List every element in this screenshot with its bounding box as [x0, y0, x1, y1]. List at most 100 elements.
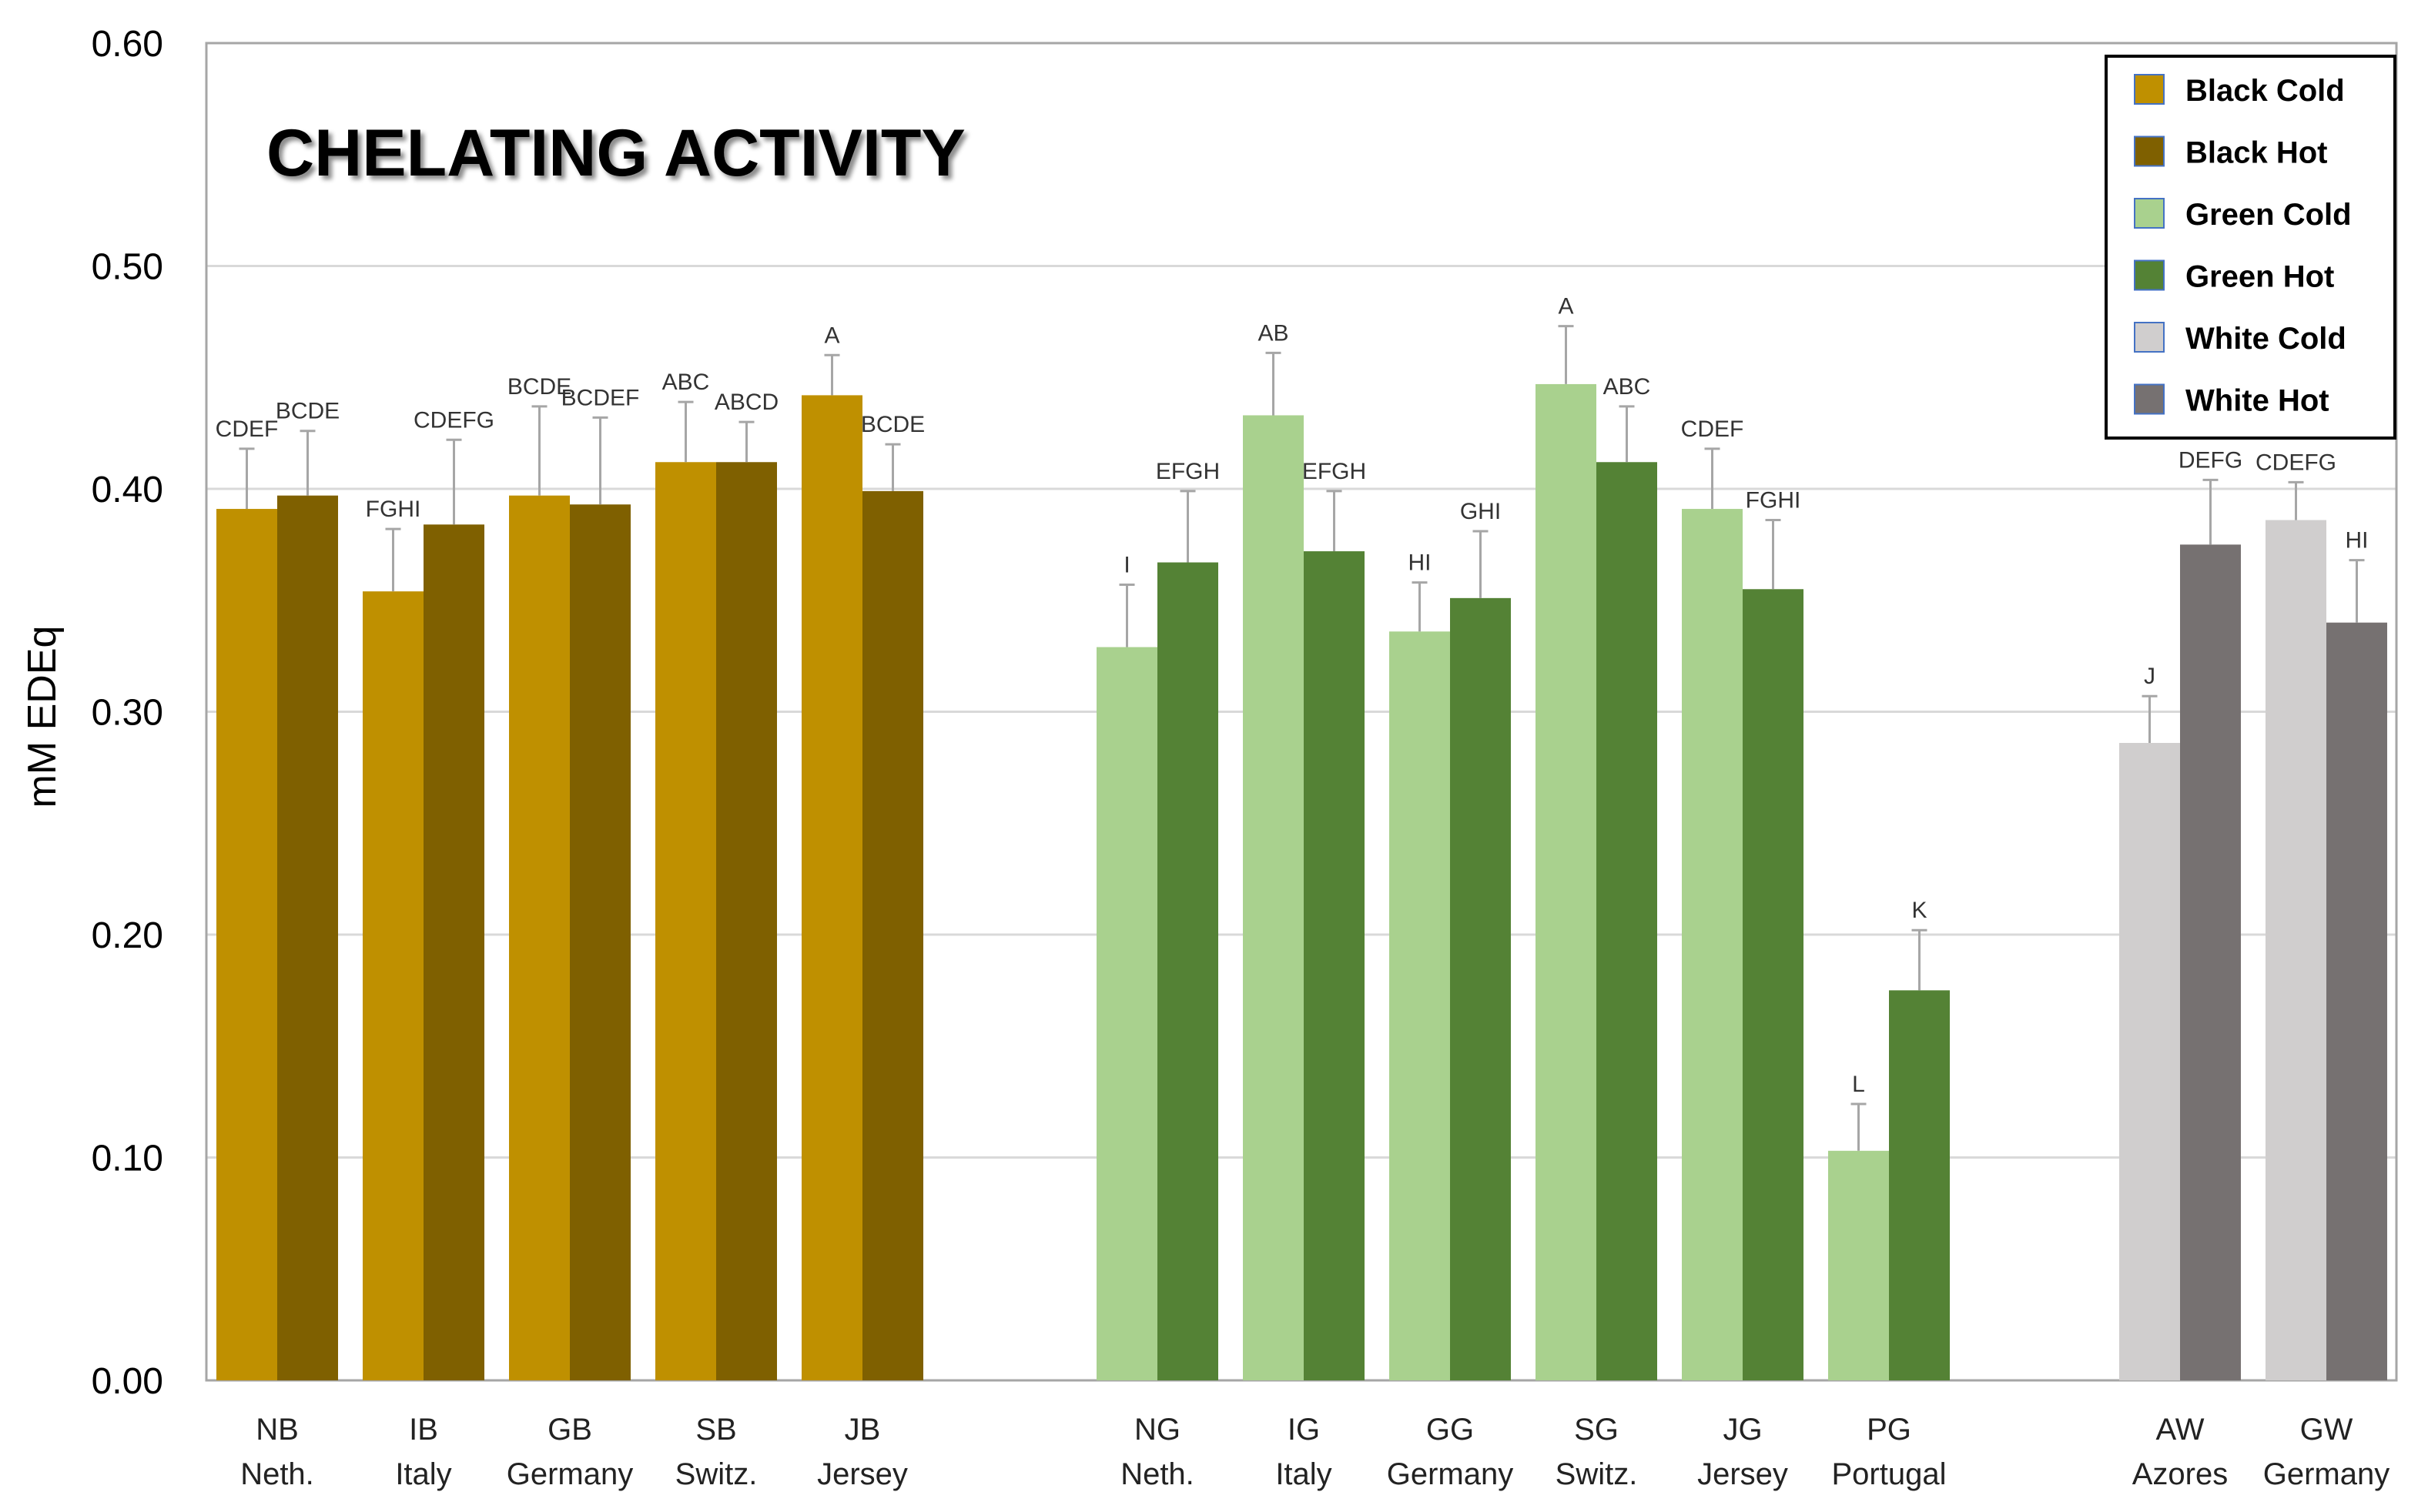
legend-box [2105, 55, 2396, 440]
legend-swatch-white-hot [2134, 383, 2165, 415]
bar-ib-black-cold [363, 591, 424, 1381]
x-category-code: SG [1574, 1413, 1619, 1447]
bar-jg-green-cold [1682, 509, 1743, 1381]
legend-swatch-white-cold [2134, 322, 2165, 353]
bar-aw-white-hot [2180, 544, 2241, 1380]
y-tick-label: 0.40 [92, 470, 163, 510]
significance-label: ABC [1603, 374, 1651, 400]
x-category-code: SB [695, 1413, 736, 1447]
x-category-code: AW [2156, 1413, 2205, 1447]
significance-label: HI [1408, 550, 1432, 576]
significance-label: BCDE [276, 399, 340, 424]
x-category-code: GG [1426, 1413, 1474, 1447]
x-category-code: GB [548, 1413, 592, 1447]
x-category-origin: Azores [2132, 1457, 2229, 1491]
legend-label: White Cold [2185, 322, 2346, 356]
bar-jb-black-hot [862, 490, 923, 1380]
x-category-origin: Switz. [1556, 1457, 1638, 1491]
significance-label: CDEFG [414, 407, 494, 433]
bar-ig-green-hot [1304, 551, 1365, 1380]
significance-label: K [1911, 898, 1927, 923]
legend-label: Green Cold [2185, 198, 2352, 232]
x-category-origin: Italy [1275, 1457, 1331, 1491]
y-axis-ticks: 0.00 0.10 0.20 0.30 0.40 0.50 0.60 [92, 24, 163, 1402]
x-category-code: IG [1288, 1413, 1320, 1447]
significance-label: HI [2346, 528, 2369, 554]
legend-label: Black Cold [2185, 74, 2345, 108]
significance-label: A [1558, 294, 1573, 319]
x-category-code: JG [1723, 1413, 1762, 1447]
x-category-code: NG [1134, 1413, 1181, 1447]
significance-label: I [1124, 552, 1130, 577]
bar-sg-green-hot [1596, 462, 1657, 1380]
bar-gw-white-cold [2266, 520, 2326, 1380]
significance-label: L [1852, 1072, 1865, 1097]
x-category-origin: Jersey [817, 1457, 908, 1491]
significance-label: BCDE [507, 374, 571, 400]
bar-pg-green-hot [1889, 990, 1950, 1380]
x-category-origin: Jersey [1697, 1457, 1788, 1491]
error-bars [239, 325, 2365, 1151]
legend-label: White Hot [2185, 384, 2329, 418]
x-category-code: GW [2300, 1413, 2353, 1447]
x-category-origin: Germany [1387, 1457, 1514, 1491]
significance-label: CDEF [1681, 416, 1744, 442]
y-axis-title: mM EDEq [20, 626, 65, 808]
y-tick-label: 0.30 [92, 693, 163, 734]
bar-gg-green-cold [1389, 631, 1450, 1380]
chart-title: CHELATING ACTIVITY [266, 116, 966, 190]
x-category-origin: Neth. [240, 1457, 314, 1491]
significance-label: FGHI [366, 497, 421, 522]
y-tick-label: 0.00 [92, 1361, 163, 1402]
bar-sb-black-cold [655, 462, 716, 1380]
x-category-origin: Germany [507, 1457, 634, 1491]
significance-label: BCDEF [561, 385, 640, 410]
legend-swatch-black-cold [2134, 74, 2165, 105]
bar-pg-green-cold [1828, 1150, 1889, 1380]
bar-nb-black-cold [216, 509, 277, 1381]
x-category-origin: Germany [2263, 1457, 2390, 1491]
bar-ib-black-hot [424, 524, 484, 1380]
x-category-origin: Portugal [1832, 1457, 1947, 1491]
significance-label: DEFG [2179, 447, 2242, 473]
bar-gb-black-hot [570, 504, 631, 1380]
bars [216, 383, 2387, 1381]
bar-jb-black-cold [802, 395, 862, 1381]
legend-swatch-green-cold [2134, 198, 2165, 229]
bar-ig-green-cold [1243, 415, 1304, 1380]
x-category-code: IB [409, 1413, 438, 1447]
bar-gg-green-hot [1450, 597, 1511, 1380]
significance-label: EFGH [1302, 459, 1366, 484]
bar-ng-green-hot [1157, 562, 1218, 1381]
x-category-origin: Italy [395, 1457, 451, 1491]
significance-label: EFGH [1156, 459, 1220, 484]
bar-gb-black-cold [509, 495, 570, 1380]
bar-gw-white-hot [2326, 622, 2387, 1380]
significance-label: ABC [662, 370, 710, 395]
significance-label: J [2144, 664, 2155, 689]
bar-ng-green-cold [1097, 647, 1157, 1380]
significance-label: FGHI [1746, 488, 1801, 513]
legend-label: Black Hot [2185, 136, 2328, 170]
significance-label: GHI [1460, 499, 1501, 524]
significance-label: BCDE [861, 412, 925, 437]
y-tick-label: 0.60 [92, 24, 163, 65]
significance-label: CDEFG [2256, 450, 2336, 475]
bar-sg-green-cold [1536, 383, 1596, 1380]
bar-jg-green-hot [1743, 589, 1803, 1380]
x-category-code: NB [256, 1413, 299, 1447]
x-category-code: JB [845, 1413, 881, 1447]
bar-aw-white-cold [2119, 743, 2180, 1380]
significance-label: ABCD [715, 390, 779, 415]
y-tick-label: 0.20 [92, 915, 163, 956]
x-category-code: PG [1867, 1413, 1911, 1447]
significance-label: CDEF [216, 416, 279, 442]
bar-nb-black-hot [277, 495, 338, 1380]
y-tick-label: 0.50 [92, 247, 163, 288]
legend: Black Cold Black Hot Green Cold Green Hot Wh… [2105, 55, 2396, 440]
significance-label: A [824, 323, 839, 348]
significance-label: AB [1258, 320, 1288, 346]
legend-swatch-green-hot [2134, 259, 2165, 291]
y-tick-label: 0.10 [92, 1139, 163, 1179]
